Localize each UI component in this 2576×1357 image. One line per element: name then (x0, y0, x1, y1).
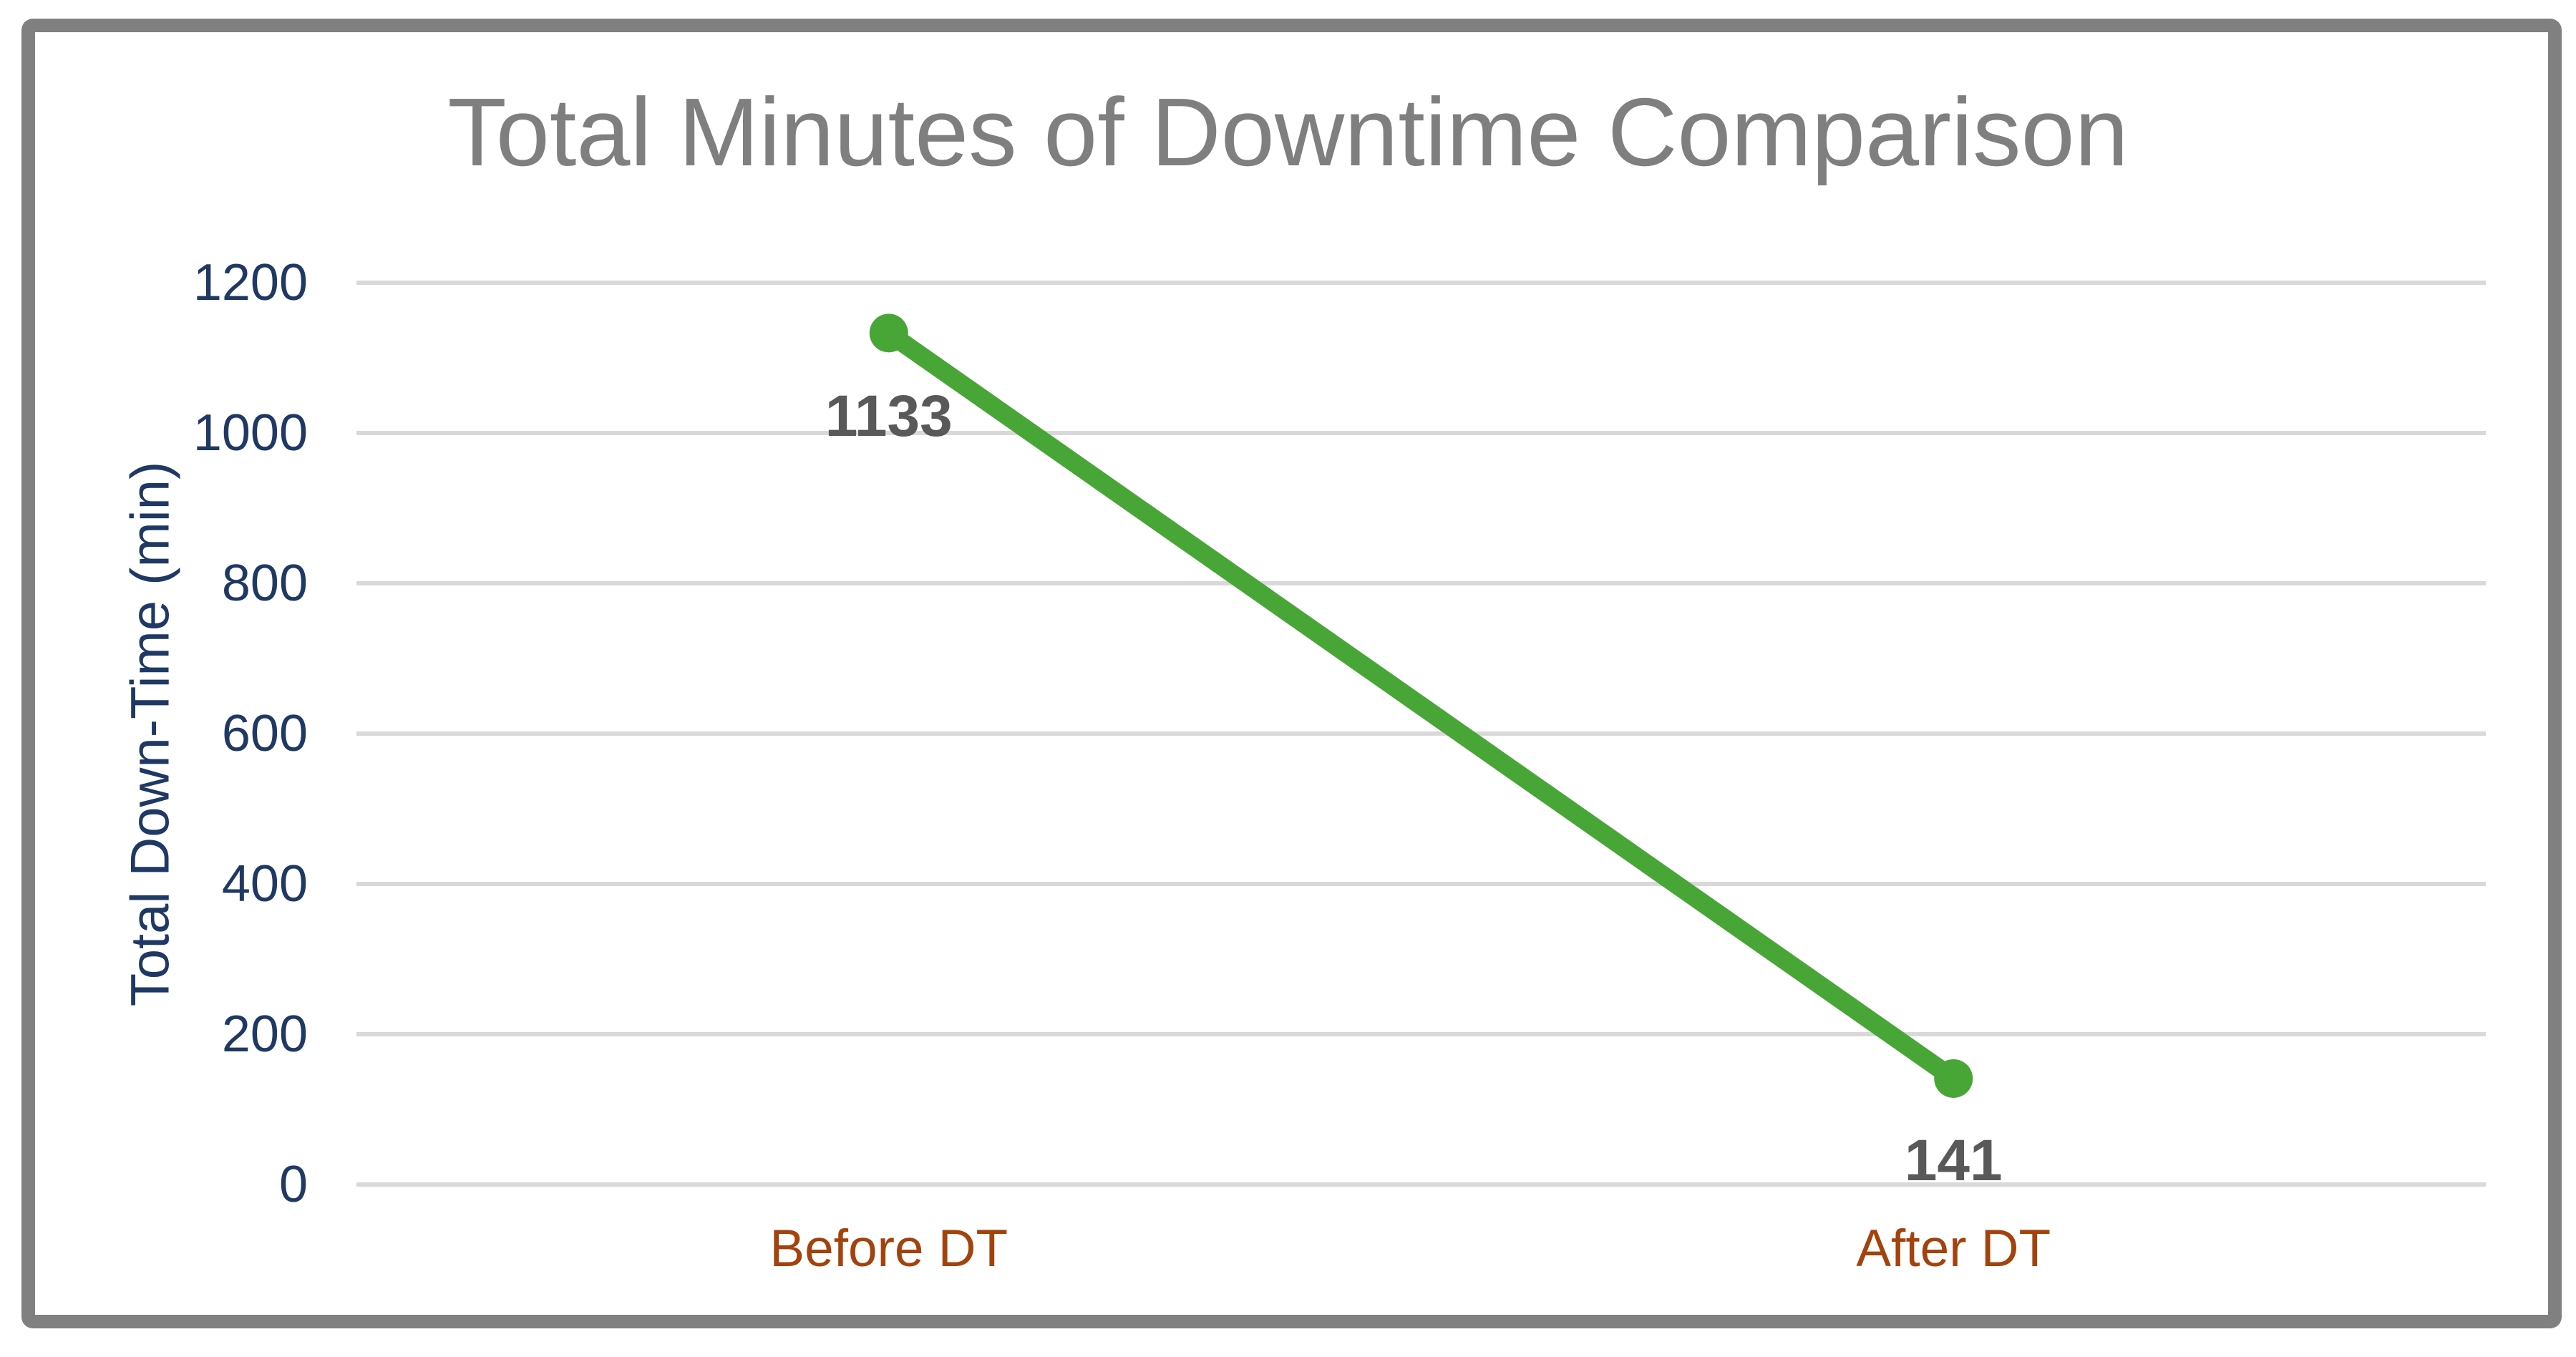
data-point-marker-after (1934, 1059, 1973, 1098)
y-tick-label-800: 800 (221, 555, 308, 612)
gridline-1200 (356, 281, 2486, 285)
gridline-200 (356, 1032, 2486, 1036)
gridline-0 (356, 1182, 2486, 1187)
chart-title: Total Minutes of Downtime Comparison (447, 78, 2129, 186)
y-tick-label-400: 400 (221, 855, 308, 913)
y-tick-label-200: 200 (221, 1006, 308, 1063)
data-point-marker-before (869, 313, 908, 353)
gridline-1000 (356, 431, 2486, 435)
y-tick-label-0: 0 (278, 1156, 308, 1213)
gridline-800 (356, 581, 2486, 585)
y-tick-label-600: 600 (221, 705, 308, 762)
x-category-label: Before DT (769, 1220, 1008, 1278)
data-label: 1133 (825, 384, 953, 449)
y-tick-label-1200: 1200 (193, 254, 308, 311)
y-tick-label-1000: 1000 (193, 404, 308, 462)
x-category-label: After DT (1856, 1220, 2051, 1278)
gridline-600 (356, 731, 2486, 736)
gridline-400 (356, 882, 2486, 886)
series-line (879, 324, 1963, 1088)
data-label: 141 (1904, 1128, 2003, 1193)
chart-border-frame (21, 19, 2562, 1328)
